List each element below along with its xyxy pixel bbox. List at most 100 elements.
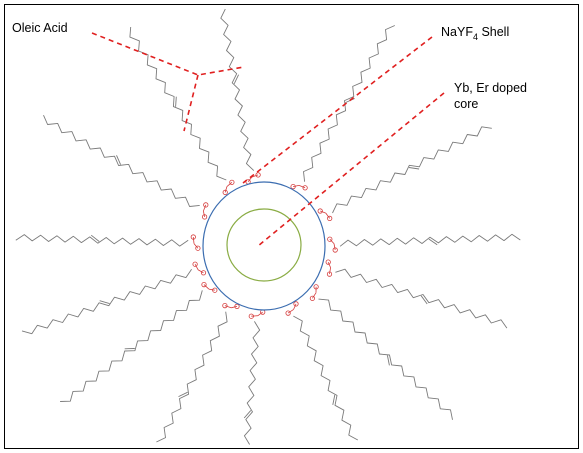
ligand-chain (156, 311, 228, 443)
double-bond (178, 391, 188, 398)
double-bond (175, 96, 177, 107)
carboxyl-bond (257, 311, 263, 317)
leader-lines (91, 32, 445, 247)
oxygen-atom (255, 172, 261, 178)
double-bond (428, 238, 438, 246)
double-bond (386, 355, 390, 366)
double-bond (332, 394, 336, 405)
double-bond (99, 300, 110, 305)
carboxyl-bond (298, 185, 306, 189)
oxygen-atom (202, 214, 208, 220)
double-bond (116, 155, 122, 165)
oleic-acid-ligand (220, 8, 261, 185)
ligand-chain (339, 233, 521, 247)
shell-leader (242, 36, 433, 184)
oleic-acid-ligand (290, 25, 395, 191)
ligand-chain (60, 290, 203, 402)
carboxyl-bond (333, 243, 336, 251)
oleic-acid-ligand (43, 115, 209, 220)
oxygen-atom (200, 270, 207, 276)
ligand-chain (318, 298, 453, 420)
carboxyl-bond (320, 210, 326, 214)
oxygen-atom (293, 301, 299, 307)
double-bond (420, 295, 428, 305)
core-leader (257, 92, 445, 247)
oxygen-atom (201, 281, 207, 288)
oxygen-atom (203, 202, 209, 208)
oxygen-atom (327, 236, 333, 242)
oleic-acid-ligand (317, 126, 492, 221)
carboxyl-bond (198, 269, 204, 274)
oxygen-atom (212, 287, 218, 293)
ligand-chain (303, 25, 395, 182)
carboxyl-bond (329, 238, 335, 244)
double-bond (408, 167, 420, 170)
ligand-chain (293, 315, 359, 441)
oleic-acid-ligand (21, 261, 207, 335)
oxygen-atom (285, 310, 291, 316)
oxygen-atom (229, 179, 235, 185)
shell-label: NaYF4 Shell (441, 25, 509, 42)
carboxyl-bond (293, 303, 297, 310)
oleic-acid-ligand (309, 284, 453, 420)
oxygen-atom (302, 185, 308, 191)
ligand-chain (220, 8, 255, 171)
ligand-chain (332, 126, 492, 214)
oxygen-atom (309, 295, 315, 301)
carboxyl-bond (226, 181, 233, 187)
oleic-acid-ligands (15, 8, 521, 445)
double-bond (233, 74, 240, 84)
core-label-line2: core (454, 97, 478, 111)
carboxyl-bond (224, 186, 228, 193)
oleic-acid-ligand (15, 234, 201, 251)
shell-label-subscript: 4 (473, 32, 478, 42)
carboxyl-bond (327, 261, 331, 268)
oxygen-atom (290, 184, 296, 190)
carboxyl-bond (231, 306, 238, 309)
oxygen-atom (195, 245, 201, 251)
oxygen-atom (327, 215, 333, 221)
oleic-acid-ligand (243, 309, 266, 445)
oleic-acid-ligand (285, 301, 359, 441)
ligand-chain (243, 321, 261, 445)
carboxyl-bond (203, 204, 207, 212)
carboxyl-bond (287, 309, 294, 314)
carboxyl-bond (203, 210, 205, 217)
carboxyl-bond (312, 292, 317, 299)
oxygen-atom (222, 189, 228, 195)
double-bond (243, 410, 252, 419)
oleic-acid-ligand (325, 259, 508, 329)
double-bond (90, 234, 100, 242)
oxygen-atom (190, 234, 196, 240)
carboxyl-bond (329, 267, 331, 275)
oleic-acid-leader (91, 32, 245, 132)
oxygen-atom (313, 284, 319, 290)
oxygen-atom (248, 313, 254, 319)
ligand-chain (43, 115, 200, 207)
carboxyl-bond (194, 264, 199, 271)
ligand-chain (21, 268, 192, 335)
ligand-chain (335, 268, 508, 329)
carboxyl-bond (251, 315, 258, 317)
carboxyl-bond (208, 288, 215, 291)
carboxyl-bond (193, 243, 199, 249)
carboxyl-bond (251, 174, 259, 178)
oleic-acid-ligand (327, 233, 521, 253)
carboxyl-bond (247, 176, 253, 183)
oxygen-atom (326, 271, 333, 277)
ligand-chain (15, 234, 189, 247)
shell-label-main: NaYF (441, 25, 473, 39)
oxygen-atom (192, 261, 198, 267)
carboxyl-bond (203, 284, 210, 290)
carboxyl-bond (325, 212, 331, 219)
oxygen-atom (332, 247, 338, 253)
oxygen-atom (325, 259, 331, 265)
carboxyl-bond (192, 236, 195, 244)
oleic-acid-ligand (60, 281, 218, 402)
carboxyl-bond (224, 305, 232, 309)
oxygen-atom (317, 208, 323, 214)
shell-label-tail: Shell (478, 25, 509, 39)
oleic-acid-label: Oleic Acid (12, 21, 68, 35)
doped-core-circle (226, 208, 302, 282)
